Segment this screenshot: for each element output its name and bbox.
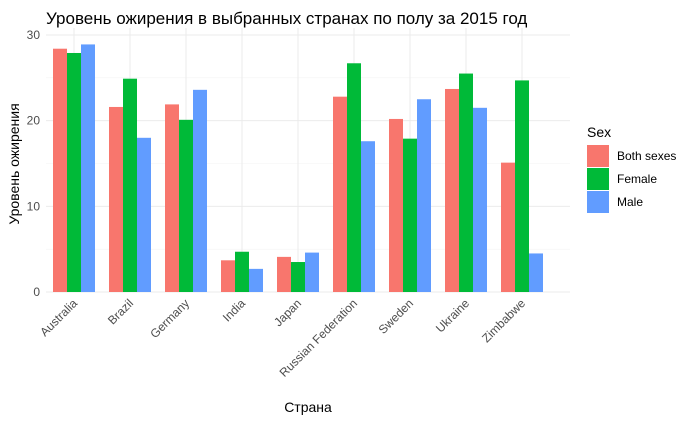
bar-female-germany [179,119,193,292]
y-tick-label: 20 [27,114,41,128]
x-axis-ticks: Australia Brazil Germany India JapanRussian … [37,296,528,380]
y-tick-label: 0 [33,285,40,299]
bar-male-russian-federation [361,141,375,292]
legend-key-both-sexes [587,145,609,167]
legend-label: Male [617,195,643,209]
bar-male-india [249,268,263,292]
x-axis-title: Страна [284,399,332,415]
x-tick-label: Brazil [105,296,136,327]
bar-male-brazil [137,137,151,292]
bar-female-ukraine [459,73,473,292]
bar-both-sexes-sweden [389,118,403,292]
bar-both-sexes-india [221,260,235,292]
bar-female-sweden [403,138,417,292]
x-tick-label: Germany [147,296,192,341]
bar-both-sexes-australia [53,48,67,292]
bar-female-brazil [123,78,137,292]
x-tick-label: Ukraine [433,296,472,335]
x-tick-label: Australia [37,296,80,339]
bar-both-sexes-russian-federation [333,96,347,293]
bar-female-russian-federation [347,63,361,292]
bar-female-australia [67,52,81,292]
y-tick-label: 10 [27,199,41,213]
bar-both-sexes-zimbabwe [501,162,515,292]
x-tick-label: Japan [271,296,304,329]
bar-male-japan [305,252,319,292]
legend-key-male [587,191,609,213]
bar-male-ukraine [473,107,487,292]
legend-label: Female [617,172,657,186]
legend-title: Sex [587,124,611,140]
bar-both-sexes-ukraine [445,88,459,292]
bar-female-japan [291,262,305,292]
y-tick-label: 30 [27,28,41,42]
x-tick-label: Zimbabwe [479,296,528,345]
x-tick-label: Sweden [376,296,417,337]
bar-both-sexes-germany [165,104,179,292]
bar-male-germany [193,89,207,293]
y-axis-title: Уровень ожирения [6,103,22,224]
bar-both-sexes-japan [277,256,291,292]
bar-both-sexes-brazil [109,106,123,293]
legend-key-female [587,168,609,190]
bar-male-zimbabwe [529,253,543,292]
bar-male-australia [81,44,95,292]
legend-label: Both sexes [617,149,676,163]
bar-male-sweden [417,99,431,292]
bar-female-zimbabwe [515,80,529,292]
x-tick-label: India [220,296,249,325]
bars [53,44,543,293]
chart-title: Уровень ожирения в выбранных странах по … [46,9,527,28]
legend: Sex Both sexes Female Male [587,124,676,213]
y-axis-ticks: 0 10 20 30 [27,28,41,299]
bar-female-india [235,251,249,292]
